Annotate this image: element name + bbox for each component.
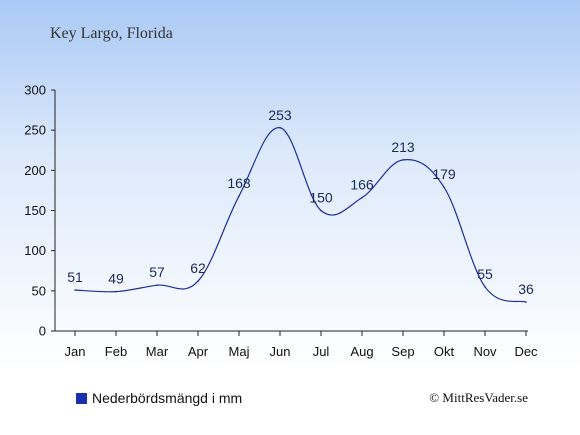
y-tick-label: 250: [24, 123, 46, 138]
data-label: 55: [477, 266, 493, 282]
data-label: 36: [518, 281, 534, 297]
y-tick-label: 200: [24, 163, 46, 178]
series-line: [74, 127, 527, 303]
x-tick-label: Dec: [514, 344, 538, 359]
data-point: [320, 209, 322, 212]
x-tick-label: Jan: [65, 344, 86, 359]
data-label: 168: [227, 175, 251, 191]
legend-marker: [76, 393, 87, 404]
data-label: 253: [268, 107, 292, 123]
legend-label: Nederbördsmängd i mm: [92, 390, 242, 406]
x-tick-label: Feb: [105, 344, 127, 359]
data-point: [443, 186, 445, 189]
y-tick-label: 50: [32, 283, 46, 298]
data-point: [115, 290, 117, 293]
chart-title: Key Largo, Florida: [50, 25, 173, 42]
data-label: 57: [149, 264, 165, 280]
data-label: 213: [391, 139, 415, 155]
y-tick-label: 100: [24, 243, 46, 258]
x-tick-label: Jul: [313, 344, 330, 359]
x-tick-label: Mar: [146, 344, 169, 359]
data-point: [156, 284, 158, 287]
data-point: [238, 195, 240, 197]
x-tick-label: Apr: [188, 344, 209, 359]
y-tick-label: 150: [24, 203, 46, 218]
x-tick-label: Nov: [473, 344, 497, 359]
y-tick-label: 300: [24, 83, 46, 98]
data-point: [402, 159, 404, 161]
data-point: [197, 280, 199, 282]
data-label: 166: [350, 177, 374, 193]
data-label: 150: [309, 190, 333, 206]
data-label: 62: [190, 260, 206, 276]
data-point: [484, 286, 486, 288]
x-tick-label: Maj: [229, 344, 250, 359]
data-point: [525, 301, 527, 303]
data-point: [74, 289, 76, 291]
data-label: 179: [432, 166, 456, 182]
x-tick-label: Okt: [434, 344, 455, 359]
data-label: 51: [67, 269, 83, 285]
y-tick-label: 0: [39, 324, 46, 339]
x-tick-label: Jun: [270, 344, 291, 359]
x-tick-label: Aug: [350, 344, 373, 359]
x-tick-label: Sep: [391, 344, 414, 359]
data-label: 49: [108, 271, 124, 287]
credit-text: © MittResVader.se: [429, 390, 528, 405]
data-point: [361, 196, 363, 199]
data-point: [279, 126, 281, 129]
